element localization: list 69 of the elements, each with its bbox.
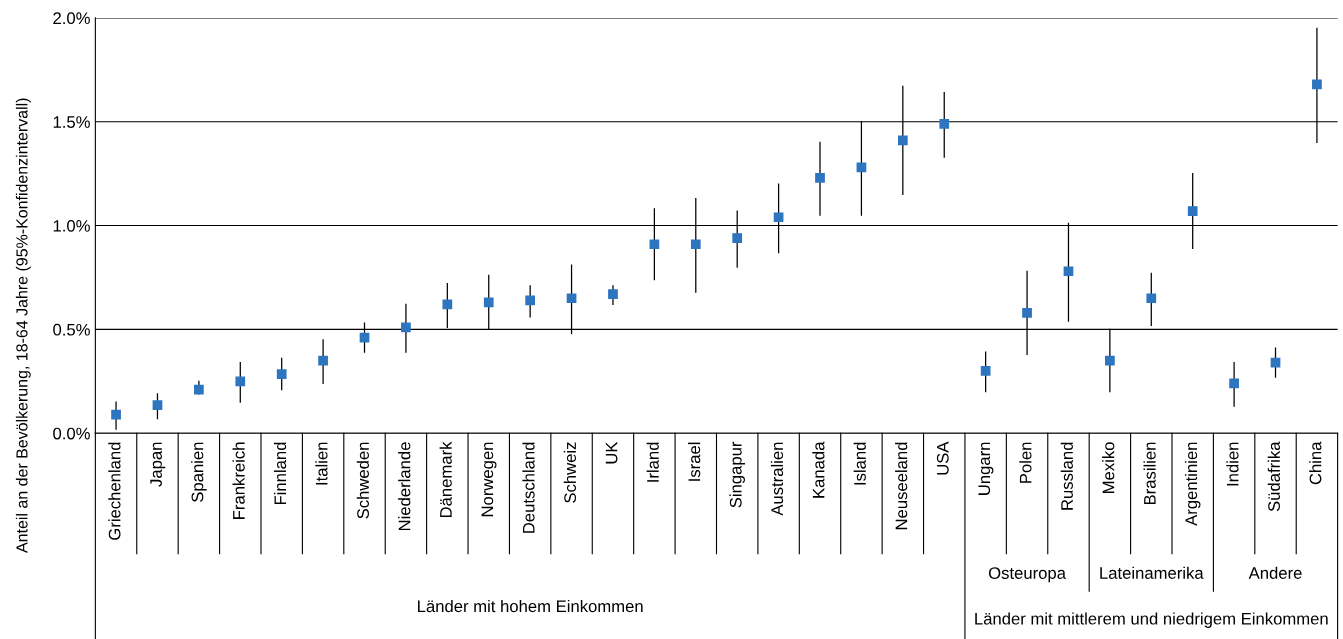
text: Lateinamerika — [1100, 566, 1204, 579]
y-tick-label: 0.5% — [53, 323, 90, 336]
point — [359, 332, 370, 343]
x-tick-label: Finnland — [273, 442, 287, 505]
point — [483, 297, 494, 308]
y-axis-title: Anteil an der Bevölkerung, 18-64 Jahre (95%-Konfidenzintervall) — [15, 98, 31, 553]
point — [690, 239, 701, 250]
point — [608, 289, 618, 299]
x-tick-label: Polen — [1019, 442, 1032, 483]
point — [773, 212, 784, 223]
point — [815, 172, 825, 183]
x-tick-label: UK — [605, 441, 618, 464]
point — [401, 322, 411, 333]
x-tick-label: Spanien — [191, 442, 207, 502]
y-tick-label: 1.0% — [53, 219, 90, 232]
x-tick-label: Frankreich — [232, 442, 245, 519]
point — [1105, 355, 1115, 366]
point — [1063, 266, 1074, 277]
text: Länder mit hohem Einkommen — [418, 599, 643, 613]
x-tick-label: Kanada — [812, 441, 825, 498]
point — [566, 293, 577, 304]
point — [1229, 378, 1239, 389]
point — [442, 299, 453, 310]
point — [318, 355, 328, 366]
x-tick-label: Niederlande — [398, 442, 411, 531]
text: Länder mit mittlerem und niedrigem Einkommen — [975, 612, 1328, 628]
x-tick-label: China — [1309, 441, 1322, 485]
x-tick-label: Australien — [770, 442, 784, 516]
point — [980, 366, 991, 376]
x-tick-label: Island — [853, 442, 866, 485]
x-tick-label: Norwegen — [481, 442, 497, 517]
x-tick-label: Indien — [1226, 442, 1239, 486]
x-tick-label: Brasilien — [1143, 442, 1156, 505]
x-tick-label: Schweiz — [563, 442, 577, 503]
x-tick-label: Deutschland — [522, 442, 535, 533]
x-tick-label: USA — [936, 441, 949, 475]
x-tick-label: Russland — [1060, 442, 1073, 510]
point — [276, 369, 287, 379]
point — [152, 400, 163, 411]
point — [111, 409, 121, 420]
x-tick-label: Schweden — [356, 442, 369, 519]
point — [235, 376, 246, 387]
x-tick-label: Neuseeland — [895, 442, 908, 530]
x-tick-label: Südafrika — [1267, 441, 1280, 512]
x-tick-label: Mexiko — [1102, 442, 1115, 493]
y-tick-label: 0.0% — [53, 427, 90, 440]
x-tick-label: Israel — [688, 442, 701, 481]
x-tick-label: Ungarn — [978, 442, 994, 495]
point — [1312, 79, 1322, 90]
point — [194, 384, 204, 395]
y-tick-label: 2.0% — [53, 12, 90, 25]
point — [1022, 307, 1032, 318]
point — [649, 239, 660, 250]
x-tick-label: Argentinien — [1184, 442, 1201, 526]
point — [525, 295, 536, 306]
point — [939, 118, 950, 129]
x-tick-label: Irland — [646, 442, 659, 482]
x-tick-label: Dänemark — [439, 441, 452, 518]
y-tick-label: 1.5% — [53, 116, 90, 128]
x-tick-label: Singapur — [729, 441, 745, 508]
point — [1146, 293, 1157, 304]
x-tick-label: Japan — [150, 442, 166, 487]
point — [1187, 206, 1198, 216]
x-tick-label: Italien — [315, 442, 328, 485]
text: Osteuropa — [988, 567, 1066, 583]
point — [897, 135, 908, 146]
text: Andere — [1248, 566, 1302, 579]
point — [732, 233, 743, 243]
x-tick-label: Griechenland — [108, 442, 121, 540]
